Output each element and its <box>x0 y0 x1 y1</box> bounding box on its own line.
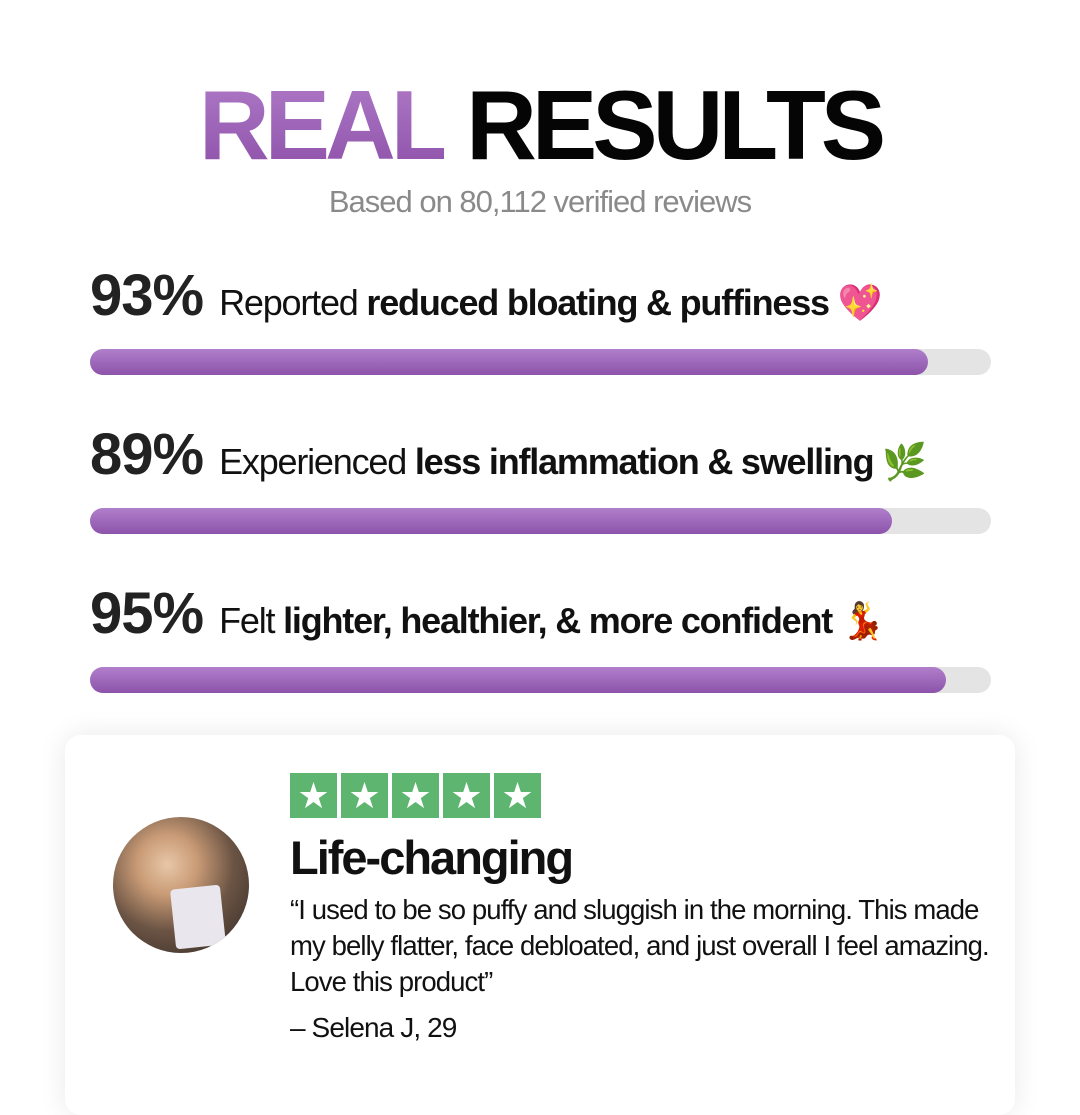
stat-prefix: Felt <box>219 600 275 641</box>
star-icon: ★ <box>341 773 388 818</box>
stat-row: 95% Felt lighter, healthier, & more conf… <box>90 580 886 647</box>
star-icon: ★ <box>443 773 490 818</box>
stat-bold: lighter, healthier, & more confident <box>283 600 833 641</box>
star-icon: ★ <box>290 773 337 818</box>
stat-bold: reduced bloating & puffiness <box>366 282 830 323</box>
star-icon: ★ <box>494 773 541 818</box>
review-author: – Selena J, 29 <box>290 1012 457 1043</box>
stat-percent: 95% <box>90 581 204 646</box>
headline-main: RESULTS <box>466 70 886 180</box>
stat-percent: 93% <box>90 263 204 328</box>
progress-bar <box>90 508 991 534</box>
stat-percent: 89% <box>90 422 204 487</box>
review-quote: “I used to be so puffy and sluggish in t… <box>290 894 990 997</box>
progress-fill <box>90 508 892 534</box>
stat-row: 89% Experienced less inflammation & swel… <box>90 421 927 488</box>
stat-prefix: Experienced <box>219 441 407 482</box>
star-icon: ★ <box>392 773 439 818</box>
herb-icon: 🌿 <box>882 441 927 482</box>
headline-accent: REAL <box>198 70 449 180</box>
stat-label: Felt lighter, healthier, & more confiden… <box>219 600 886 642</box>
avatar <box>113 817 249 953</box>
sparkling-heart-icon: 💖 <box>837 282 883 323</box>
stat-bold: less inflammation & swelling <box>414 441 875 482</box>
stat-label: Experienced less inflammation & swelling… <box>219 441 927 483</box>
subtitle: Based on 80,112 verified reviews <box>328 184 752 219</box>
stat-label: Reported reduced bloating & puffiness 💖 <box>219 282 883 324</box>
dancer-icon: 💃 <box>840 600 886 641</box>
review-title: Life-changing <box>290 831 574 884</box>
progress-bar <box>90 349 991 375</box>
product-pack <box>170 884 226 950</box>
progress-bar <box>90 667 991 693</box>
headline: REAL RESULTS <box>0 70 1080 180</box>
stat-row: 93% Reported reduced bloating & puffines… <box>90 262 883 329</box>
progress-fill <box>90 349 928 375</box>
stat-prefix: Reported <box>219 282 359 323</box>
star-rating: ★ ★ ★ ★ ★ <box>290 773 541 818</box>
progress-fill <box>90 667 946 693</box>
